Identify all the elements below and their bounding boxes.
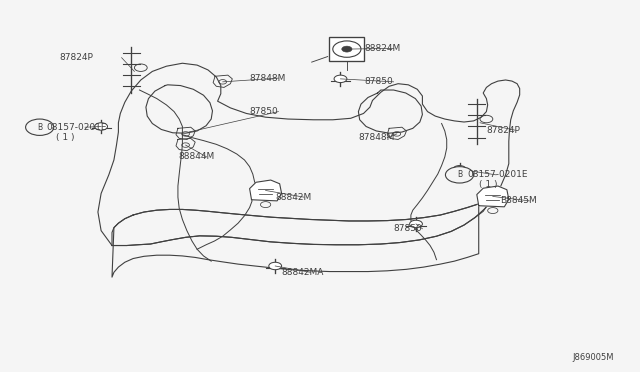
Text: B: B <box>37 123 42 132</box>
Text: 88824M: 88824M <box>365 44 401 53</box>
Text: ( 1 ): ( 1 ) <box>56 133 75 142</box>
Text: ( 1 ): ( 1 ) <box>479 180 497 189</box>
Circle shape <box>333 41 361 57</box>
Polygon shape <box>112 204 479 277</box>
Circle shape <box>95 123 108 130</box>
Circle shape <box>342 46 352 52</box>
Text: B: B <box>457 170 462 179</box>
Text: 88842MA: 88842MA <box>282 268 324 277</box>
Text: 88842M: 88842M <box>275 193 312 202</box>
Text: 87850: 87850 <box>365 77 394 86</box>
FancyBboxPatch shape <box>330 37 365 61</box>
Text: 87848M: 87848M <box>358 133 395 142</box>
Text: 08157-0201E: 08157-0201E <box>46 123 107 132</box>
Circle shape <box>410 220 422 228</box>
Circle shape <box>453 166 466 173</box>
Text: J869005M: J869005M <box>573 353 614 362</box>
Text: 08157-0201E: 08157-0201E <box>467 170 528 179</box>
Text: B8845M: B8845M <box>500 196 537 205</box>
Circle shape <box>334 75 347 83</box>
Circle shape <box>269 262 282 270</box>
Circle shape <box>445 167 474 183</box>
Text: 87824P: 87824P <box>59 53 93 62</box>
Polygon shape <box>112 203 488 246</box>
Polygon shape <box>250 180 282 201</box>
Polygon shape <box>477 186 509 207</box>
Text: 87850: 87850 <box>250 107 278 116</box>
Circle shape <box>26 119 54 135</box>
Text: 87850: 87850 <box>394 224 422 233</box>
Text: 88844M: 88844M <box>178 153 214 161</box>
Text: 87848M: 87848M <box>250 74 286 83</box>
Text: 87824P: 87824P <box>486 126 520 135</box>
